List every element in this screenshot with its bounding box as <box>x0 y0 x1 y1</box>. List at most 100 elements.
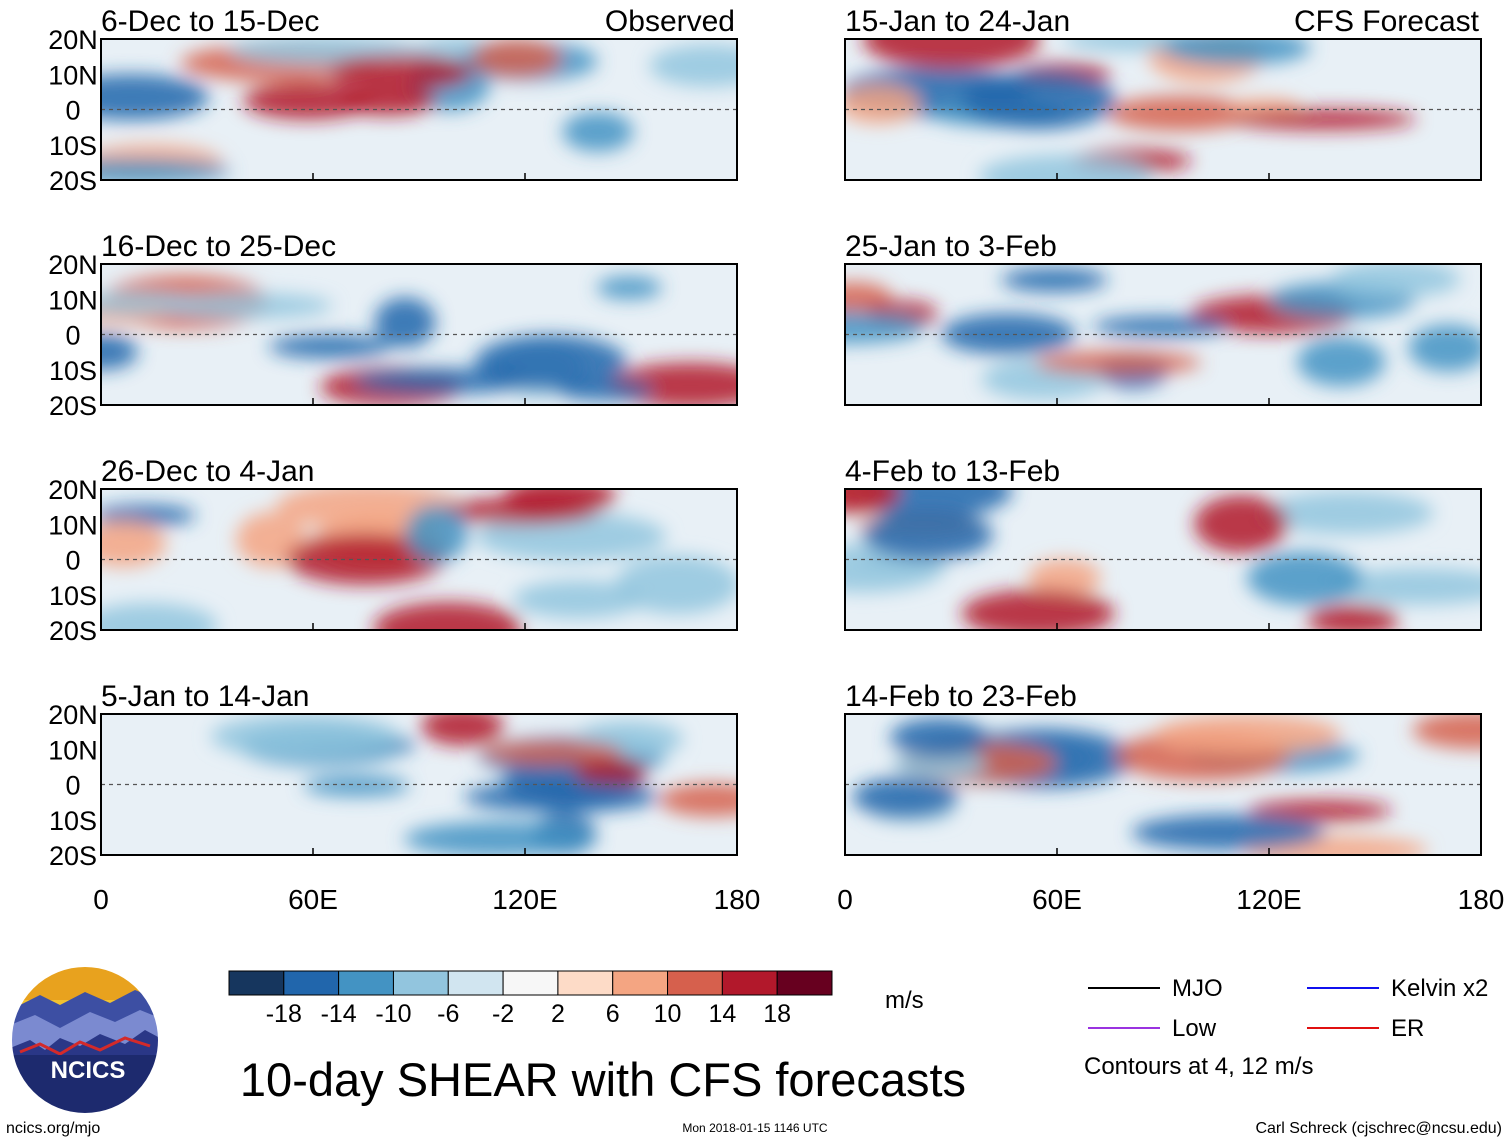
panel-frame <box>100 713 738 856</box>
shear-anomaly-area <box>596 276 662 300</box>
column-label: CFS Forecast <box>1294 5 1480 38</box>
shear-anomaly-area <box>1306 604 1399 630</box>
shear-anomaly-area <box>162 293 333 319</box>
shear-anomaly-area <box>962 70 1117 130</box>
shear-anomaly-area <box>1131 814 1326 851</box>
colorbar-swatch <box>392 970 449 996</box>
shear-anomaly-area <box>268 334 391 359</box>
panel-title: 26-Dec to 4-Jan <box>101 455 314 488</box>
shear-anomaly-area <box>562 111 634 152</box>
shear-anomaly-area <box>303 775 410 797</box>
figure-title: 10-day SHEAR with CFS forecasts <box>240 1053 966 1106</box>
shear-anomaly-area <box>101 603 218 630</box>
shear-anomaly-area <box>475 512 667 561</box>
y-tick-label: 20S <box>49 391 97 421</box>
panel-title: 15-Jan to 24-Jan <box>845 5 1070 38</box>
shear-anomaly-area <box>615 555 737 614</box>
y-tick-label: 10S <box>49 806 97 836</box>
shear-anomaly-area <box>373 601 523 630</box>
shear-anomaly-area <box>513 580 644 619</box>
shear-anomaly-area <box>101 520 167 567</box>
y-tick-label: 20N <box>48 475 98 505</box>
shear-anomaly-area <box>1246 551 1363 606</box>
shear-anomaly-area <box>649 44 737 87</box>
logo-text: NCICS <box>51 1057 126 1084</box>
panel-title: 14-Feb to 23-Feb <box>845 680 1077 713</box>
shear-anomaly-area <box>845 311 926 344</box>
shear-anomaly-area <box>1412 714 1481 749</box>
shear-anomaly-area <box>978 154 1153 180</box>
shear-anomaly-area <box>1228 109 1417 130</box>
shear-anomaly-area <box>1092 316 1230 337</box>
y-tick-label: 20N <box>48 25 98 55</box>
y-tick-label: 0 <box>65 321 80 351</box>
legend-mjo-label: MJO <box>1172 975 1223 1002</box>
colorbar-swatch <box>667 970 723 996</box>
shear-anomaly-area <box>405 504 469 563</box>
colorbar: -18 -14 -10 -6 -2 2 6 10 14 18 <box>228 970 833 1028</box>
shear-anomaly-area <box>404 821 597 855</box>
shear-anomaly-area <box>328 54 473 91</box>
shear-anomaly-area <box>575 757 648 787</box>
x-tick-label: 180 <box>714 884 761 915</box>
shear-anomaly-area <box>1153 714 1342 756</box>
colorbar-swatch <box>721 970 778 996</box>
x-tick-label: 60E <box>1032 884 1082 915</box>
colorbar-swatch <box>338 970 394 996</box>
panel-frame <box>844 38 1482 181</box>
y-tick-label: 10S <box>49 356 97 386</box>
shear-anomaly-area <box>1330 568 1481 605</box>
y-tick-label: 10N <box>48 735 98 765</box>
shear-anomaly-area <box>1297 337 1386 387</box>
shear-anomaly-area <box>1001 267 1108 292</box>
x-tick-label: 120E <box>1236 884 1301 915</box>
colorbar-tick-label: 10 <box>654 1000 682 1028</box>
map-panel: 6-Dec to 15-Dec Observed 20N 10N 0 10S 20S <box>48 5 738 196</box>
x-tick-label: 0 <box>837 884 853 915</box>
shear-anomaly-area <box>480 740 623 766</box>
footer-url: ncics.org/mjo <box>6 1120 100 1137</box>
shear-anomaly-area <box>1194 494 1288 553</box>
y-tick-label: 20N <box>48 700 98 730</box>
shear-anomaly-area <box>659 783 737 817</box>
panel-title: 16-Dec to 25-Dec <box>101 230 336 263</box>
column-label: Observed <box>605 5 735 38</box>
y-tick-label: 10N <box>48 60 98 90</box>
shear-anomaly-area <box>1028 558 1101 597</box>
colorbar-swatch <box>447 970 504 996</box>
shear-anomaly-area <box>961 589 1115 630</box>
panel-frame <box>844 713 1482 856</box>
colorbar-tick-label: 2 <box>551 1000 565 1028</box>
shear-anomaly-area <box>852 776 959 818</box>
legend-kelvin-label: Kelvin x2 <box>1391 975 1488 1002</box>
shear-anomaly-area <box>845 84 920 124</box>
colorbar-swatch <box>612 970 669 996</box>
shear-anomaly-area <box>862 39 1041 70</box>
map-panel: 25-Jan to 3-Feb <box>844 230 1482 406</box>
shear-anomaly-area <box>210 714 400 759</box>
y-tick-label: 10N <box>48 285 98 315</box>
footer-timestamp: Mon 2018-01-15 1146 UTC <box>682 1121 828 1135</box>
shear-anomaly-area <box>101 333 138 371</box>
y-tick-label: 20N <box>48 250 98 280</box>
legend-low-label: Low <box>1172 1015 1217 1042</box>
map-panel: 4-Feb to 13-Feb <box>844 455 1482 631</box>
shear-anomaly-area <box>1034 351 1202 375</box>
y-tick-label: 20S <box>49 841 97 871</box>
colorbar-tick-label: -6 <box>437 1000 459 1028</box>
colorbar-units: m/s <box>885 987 924 1014</box>
y-tick-label: 20S <box>49 616 97 646</box>
panel-frame <box>844 263 1482 406</box>
colorbar-tick-label: 14 <box>708 1000 736 1028</box>
shear-anomaly-area <box>1262 491 1434 535</box>
shear-anomaly-area <box>1162 39 1311 66</box>
shear-anomaly-area <box>1248 799 1392 822</box>
colorbar-tick-label: -18 <box>266 1000 302 1028</box>
y-tick-label: 10S <box>49 131 97 161</box>
x-tick-label: 0 <box>93 884 109 915</box>
colorbar-swatch <box>283 970 340 996</box>
panel-frame <box>100 38 738 181</box>
shear-anomaly-area <box>1330 264 1461 298</box>
